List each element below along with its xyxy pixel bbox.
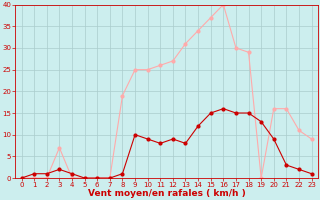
X-axis label: Vent moyen/en rafales ( km/h ): Vent moyen/en rafales ( km/h ) [88,189,245,198]
